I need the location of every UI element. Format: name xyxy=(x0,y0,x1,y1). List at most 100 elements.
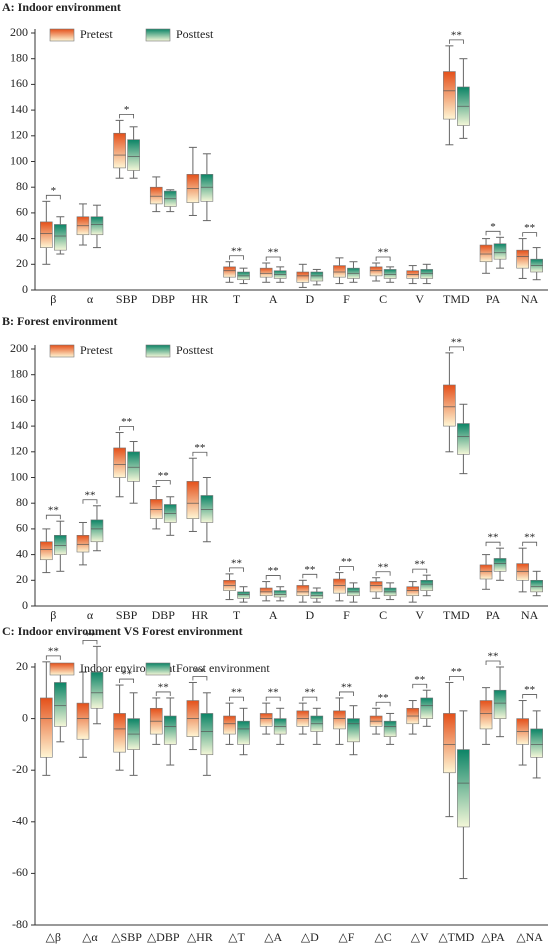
x-tick-label: △C xyxy=(374,930,391,944)
significance-bracket xyxy=(119,426,135,431)
legend-label: Posttest xyxy=(176,27,214,41)
box xyxy=(127,451,140,482)
y-tick-label: 160 xyxy=(10,76,28,90)
significance-bracket xyxy=(229,567,244,572)
significance-label: ** xyxy=(488,532,499,544)
y-tick-label: 120 xyxy=(10,444,28,458)
significance-label: ** xyxy=(158,470,169,482)
significance-label: ** xyxy=(194,666,205,678)
panel-title: B: Forest environment xyxy=(2,314,118,328)
box xyxy=(76,535,90,553)
x-tick-label: △α xyxy=(82,930,98,944)
box xyxy=(369,266,383,277)
y-tick-label: -60 xyxy=(12,865,28,879)
significance-label: ** xyxy=(268,687,279,699)
significance-bracket xyxy=(339,691,354,696)
significance-label: ** xyxy=(524,684,535,696)
significance-bracket xyxy=(375,256,391,262)
x-tick-label: F xyxy=(343,608,350,622)
significance-bracket xyxy=(229,696,244,702)
panel-title: A: Indoor environment xyxy=(2,0,121,14)
x-tick-label: A xyxy=(269,608,278,622)
box xyxy=(40,221,53,248)
significance-bracket xyxy=(45,194,61,200)
significance-bracket xyxy=(522,232,538,237)
box xyxy=(296,271,310,283)
x-tick-label: △A xyxy=(264,930,282,944)
significance-label: ** xyxy=(231,245,242,257)
y-tick-label: 0 xyxy=(22,598,28,612)
box xyxy=(186,481,200,519)
y-tick-label: -20 xyxy=(12,762,28,776)
significance-bracket xyxy=(485,230,501,236)
significance-bracket xyxy=(522,694,538,699)
y-tick-label: 20 xyxy=(16,659,28,673)
box xyxy=(54,682,67,727)
box xyxy=(406,586,420,597)
y-tick-label: 60 xyxy=(16,521,28,535)
legend-label: Forest environment xyxy=(176,661,270,675)
y-tick-label: 140 xyxy=(10,102,28,116)
box xyxy=(259,267,273,278)
box xyxy=(54,224,67,251)
box xyxy=(76,702,90,740)
significance-bracket xyxy=(192,451,208,457)
x-tick-label: V xyxy=(415,292,424,306)
legend-swatch xyxy=(145,28,171,42)
significance-bracket xyxy=(302,696,318,702)
significance-bracket xyxy=(412,568,428,574)
box xyxy=(516,563,529,581)
box xyxy=(163,715,177,745)
y-tick-label: 80 xyxy=(16,179,28,193)
panel-title: C: Indoor environment VS Forest environm… xyxy=(2,624,243,638)
box xyxy=(273,590,287,598)
x-tick-label: D xyxy=(305,292,314,306)
x-tick-label: D xyxy=(305,608,314,622)
x-tick-label: V xyxy=(415,608,424,622)
x-tick-label: △NA xyxy=(516,930,543,944)
y-tick-label: 40 xyxy=(16,230,28,244)
box xyxy=(149,499,163,519)
x-tick-label: NA xyxy=(521,608,539,622)
box xyxy=(530,728,543,758)
box xyxy=(420,579,434,591)
box xyxy=(127,139,140,171)
box xyxy=(113,132,126,169)
x-tick-label: β xyxy=(50,608,56,622)
x-tick-label: HR xyxy=(192,608,209,622)
box xyxy=(333,578,346,594)
significance-bracket xyxy=(522,541,538,547)
significance-label: ** xyxy=(48,645,59,657)
significance-bracket xyxy=(448,676,464,681)
box xyxy=(237,720,250,745)
significance-label: ** xyxy=(414,674,425,686)
significance-label: * xyxy=(124,104,130,116)
legend-label: Posttest xyxy=(176,343,214,357)
box xyxy=(113,447,126,478)
x-tick-label: DBP xyxy=(152,292,176,306)
significance-label: ** xyxy=(268,247,279,259)
x-tick-label: SBP xyxy=(116,608,138,622)
significance-label: ** xyxy=(231,557,242,569)
significance-label: ** xyxy=(341,681,352,693)
significance-bracket xyxy=(45,514,61,520)
legend-label: Pretest xyxy=(80,27,113,41)
box xyxy=(443,384,456,427)
significance-label: ** xyxy=(378,561,389,573)
box xyxy=(516,249,529,269)
x-tick-label: T xyxy=(233,292,241,306)
x-tick-label: △PA xyxy=(481,930,505,944)
significance-label: ** xyxy=(414,559,425,571)
box xyxy=(259,713,273,727)
y-tick-label: 120 xyxy=(10,128,28,142)
significance-label: ** xyxy=(378,692,389,704)
significance-bracket xyxy=(375,571,391,576)
significance-bracket xyxy=(485,541,501,547)
x-tick-label: DBP xyxy=(152,608,176,622)
box xyxy=(493,558,507,572)
box xyxy=(443,71,456,120)
significance-bracket xyxy=(412,683,428,689)
y-tick-label: 200 xyxy=(10,25,28,39)
significance-label: ** xyxy=(524,532,535,544)
